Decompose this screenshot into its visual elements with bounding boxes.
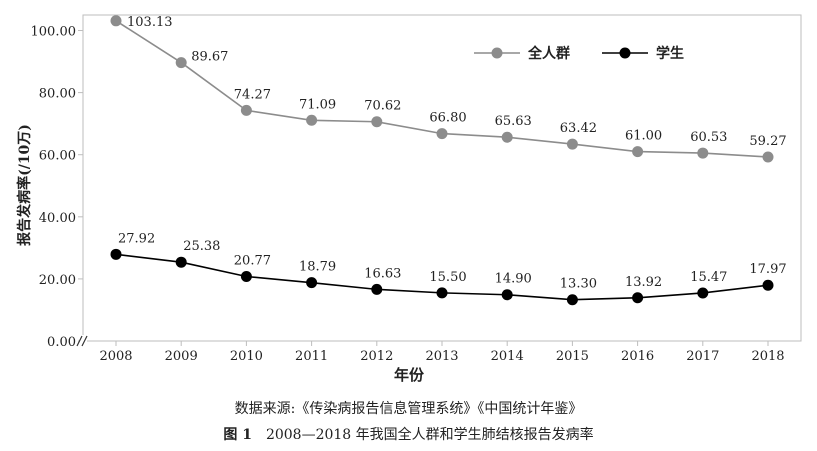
y-tick-label: 20.00 xyxy=(39,273,76,288)
data-point xyxy=(566,294,578,306)
data-point xyxy=(762,279,774,291)
data-point xyxy=(371,283,383,295)
data-source-note: 数据来源:《传染病报告信息管理系统》《中国统计年鉴》 xyxy=(234,401,583,417)
data-label: 20.77 xyxy=(234,254,271,269)
data-point xyxy=(175,57,187,69)
chart-area: 报告发病率(/10万) 年份 0.00 20.00 40.00 60.00 80.00 1… xyxy=(16,14,802,384)
data-label: 89.67 xyxy=(191,50,228,65)
legend-swatch-marker xyxy=(619,47,631,59)
data-label: 74.27 xyxy=(234,87,271,102)
data-label: 63.42 xyxy=(560,121,597,136)
data-point xyxy=(240,271,252,283)
data-point xyxy=(632,146,644,158)
x-tick-label: 2014 xyxy=(491,349,524,364)
x-tick-label: 2017 xyxy=(686,349,719,364)
data-point xyxy=(371,116,383,128)
legend-label: 全人群 xyxy=(527,45,570,62)
x-tick-label: 2012 xyxy=(360,349,393,364)
axis-break-mark xyxy=(81,335,88,347)
data-label: 25.38 xyxy=(183,239,220,254)
y-axis-title: 报告发病率(/10万) xyxy=(16,124,33,246)
x-tick-label: 2010 xyxy=(230,349,263,364)
data-label: 71.09 xyxy=(299,97,336,112)
data-label: 65.63 xyxy=(495,114,532,129)
data-point xyxy=(240,104,252,116)
data-point xyxy=(697,287,709,299)
data-point xyxy=(566,138,578,150)
x-tick-label: 2016 xyxy=(621,349,654,364)
data-point xyxy=(175,256,187,268)
data-label: 103.13 xyxy=(127,15,173,30)
data-point xyxy=(306,114,318,126)
x-tick-label: 2011 xyxy=(295,349,328,364)
data-label: 13.92 xyxy=(625,275,662,290)
data-point xyxy=(632,292,644,304)
data-point xyxy=(110,248,122,260)
data-point xyxy=(306,277,318,289)
data-label: 15.47 xyxy=(690,270,727,285)
line-chart: 报告发病率(/10万) 年份 0.00 20.00 40.00 60.00 80.00 1… xyxy=(16,14,802,384)
data-point xyxy=(436,128,448,140)
data-label: 14.90 xyxy=(495,272,532,287)
data-point xyxy=(501,289,513,301)
x-tick-label: 2009 xyxy=(165,349,198,364)
x-tick-label: 2018 xyxy=(751,349,784,364)
x-tick-label: 2008 xyxy=(99,349,132,364)
y-tick-label: 60.00 xyxy=(39,149,76,164)
data-point xyxy=(436,287,448,299)
y-tick-label: 40.00 xyxy=(39,211,76,226)
data-point xyxy=(762,151,774,163)
figure-caption: 图 1 2008—2018 年我国全人群和学生肺结核报告发病率 xyxy=(0,424,817,444)
legend-label: 学生 xyxy=(656,45,684,62)
data-label: 27.92 xyxy=(118,231,155,246)
data-point xyxy=(697,147,709,159)
data-label: 15.50 xyxy=(429,270,466,285)
data-point xyxy=(501,131,513,143)
x-tick-label: 2015 xyxy=(556,349,589,364)
data-label: 16.63 xyxy=(364,266,401,281)
axis-break-mark xyxy=(76,335,83,347)
data-label: 60.53 xyxy=(690,130,727,145)
data-point xyxy=(110,15,122,27)
data-label: 61.00 xyxy=(625,129,662,144)
figure-title: 2008—2018 年我国全人群和学生肺结核报告发病率 xyxy=(265,427,594,443)
data-label: 13.30 xyxy=(560,277,597,292)
x-axis-title: 年份 xyxy=(394,366,425,384)
data-label: 66.80 xyxy=(429,111,466,126)
data-label: 18.79 xyxy=(299,260,336,275)
x-tick-label: 2013 xyxy=(425,349,458,364)
legend-swatch-marker xyxy=(491,47,503,59)
data-label: 70.62 xyxy=(364,99,401,114)
axis-break-gap xyxy=(79,335,87,347)
figure-number: 图 1 xyxy=(223,427,252,443)
y-tick-label: 100.00 xyxy=(31,25,77,40)
y-tick-label: 0.00 xyxy=(47,335,76,350)
y-tick-label: 80.00 xyxy=(39,87,76,102)
data-label: 59.27 xyxy=(749,134,786,149)
data-label: 17.97 xyxy=(749,262,786,277)
